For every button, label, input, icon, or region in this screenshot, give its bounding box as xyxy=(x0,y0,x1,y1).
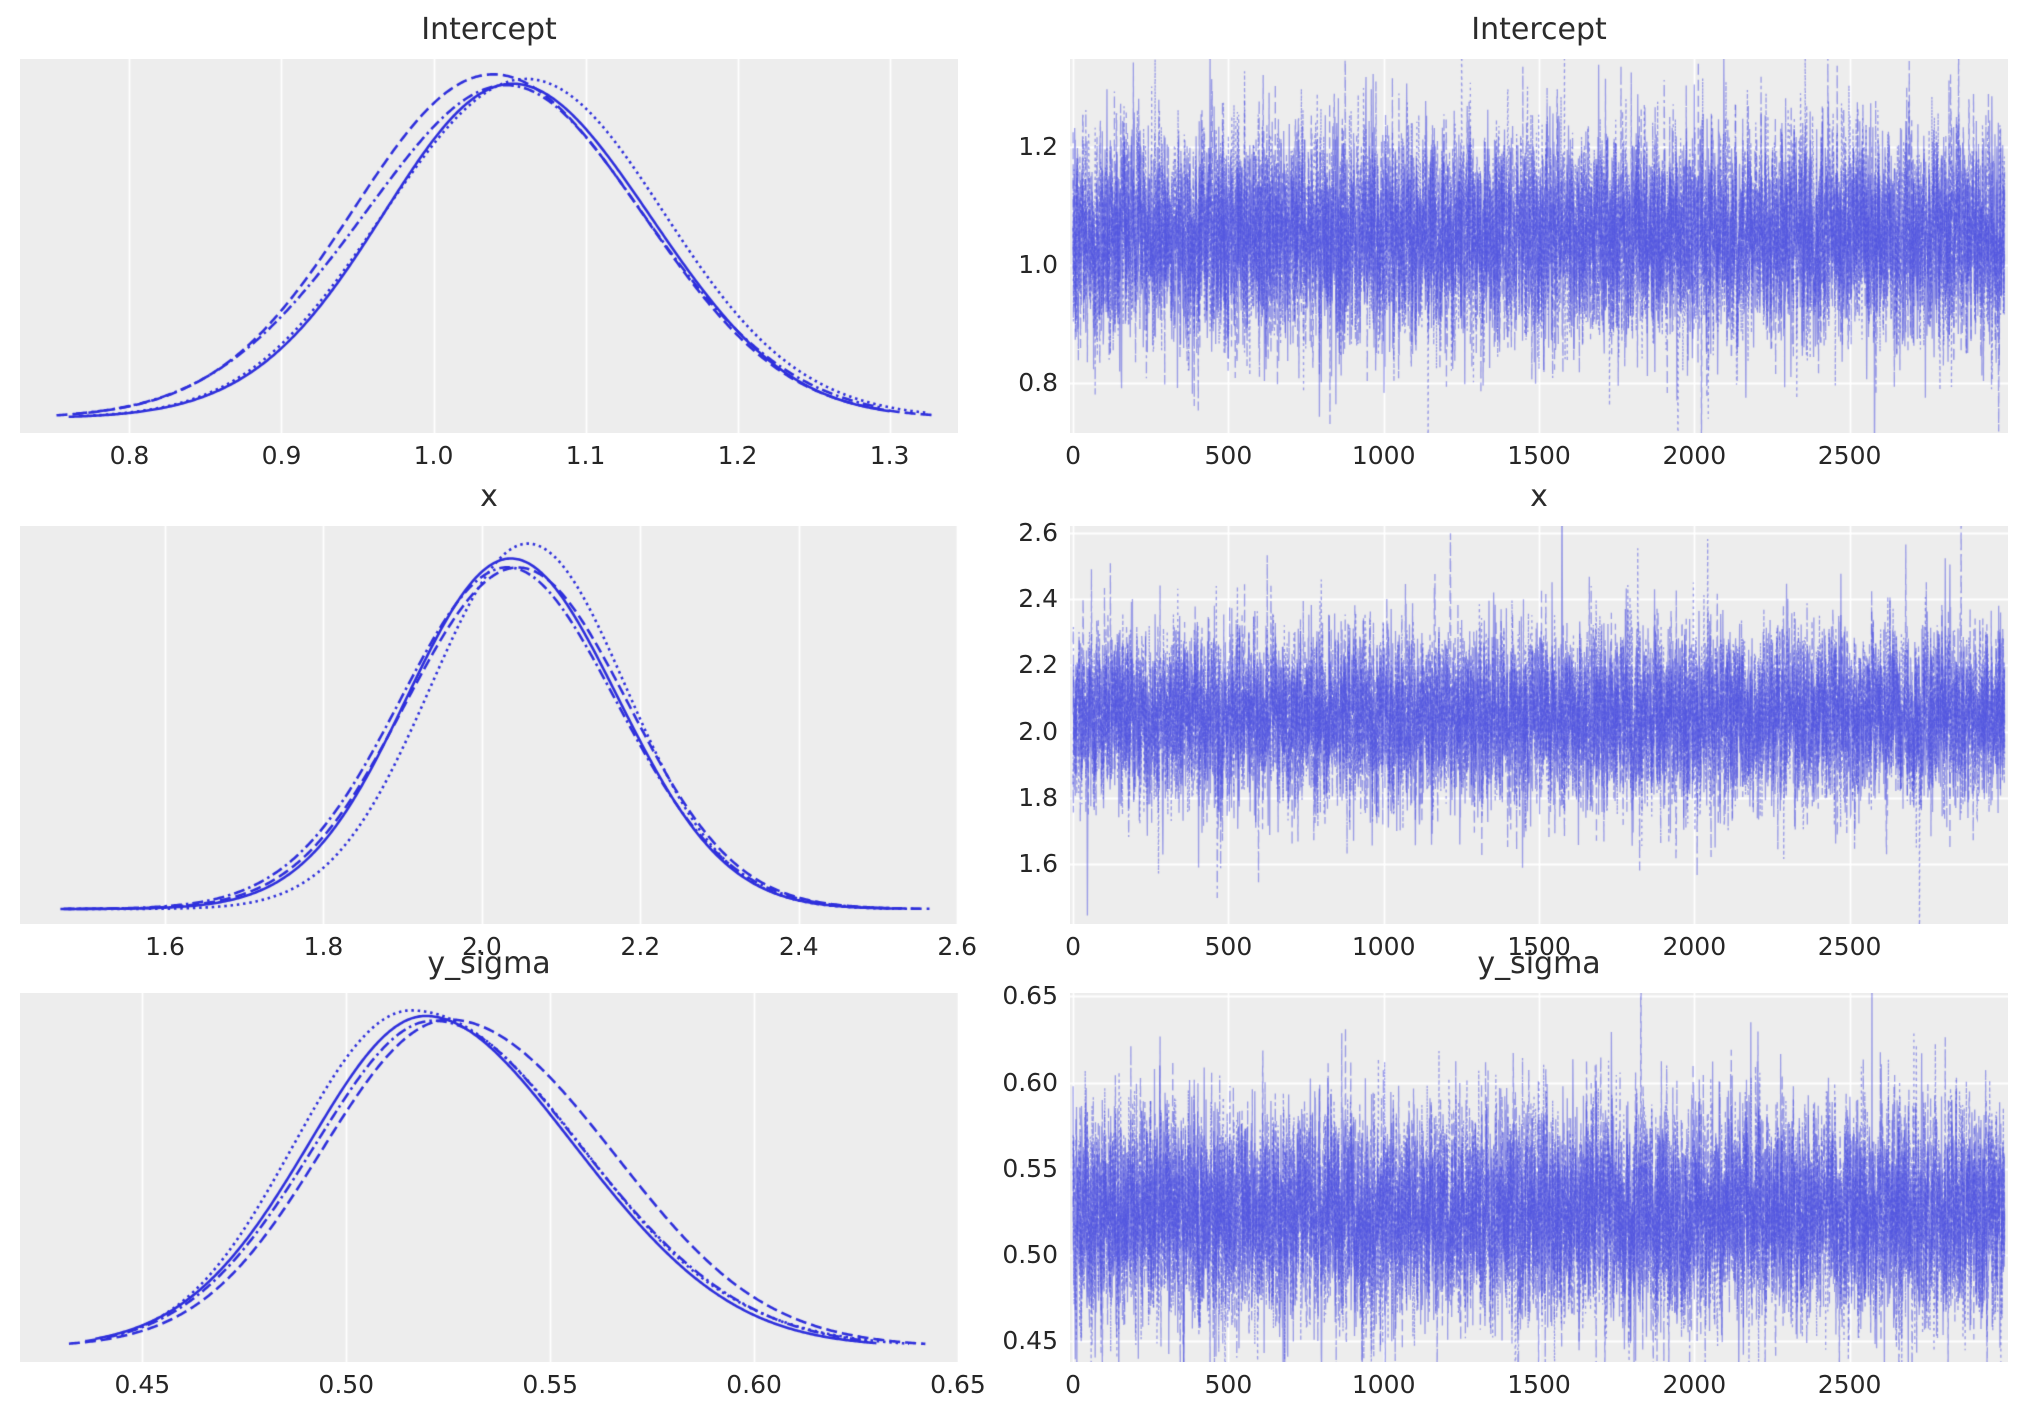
y-tick-label: 0.65 xyxy=(1002,981,1058,1011)
x-tick-label: 2.4 xyxy=(778,932,819,961)
kde-plot-intercept xyxy=(20,59,958,433)
x-tick-label: 0 xyxy=(1065,441,1082,470)
kde-plot-x xyxy=(20,526,958,924)
x-tick-label: 2.6 xyxy=(937,932,978,961)
x-tick-label: 2000 xyxy=(1662,441,1727,470)
panel-title-trace-y-sigma: y_sigma xyxy=(1477,946,1601,981)
y-tick-label: 1.2 xyxy=(1018,132,1058,162)
panel-title-kde-y-sigma: y_sigma xyxy=(427,946,551,981)
y-tick-label: 0.8 xyxy=(1018,367,1058,397)
y-tick-label: 0.60 xyxy=(1002,1067,1058,1097)
y-tick-label: 2.2 xyxy=(1018,650,1058,680)
x-tick-label: 2.0 xyxy=(461,932,502,961)
x-tick-label: 1.0 xyxy=(413,441,454,470)
y-tick-label: 1.0 xyxy=(1018,250,1058,280)
x-tick-label: 0.50 xyxy=(318,1370,375,1399)
trace-plot-y-sigma xyxy=(1070,993,2008,1362)
x-tick-label: 2500 xyxy=(1817,1370,1882,1399)
x-tick-label: 0 xyxy=(1065,932,1082,961)
kde-plot-y-sigma xyxy=(20,993,958,1362)
x-tick-label: 1.2 xyxy=(717,441,758,470)
y-tick-label: 1.8 xyxy=(1018,782,1058,812)
x-tick-label: 2.2 xyxy=(620,932,661,961)
trace-plot-intercept xyxy=(1070,59,2008,433)
y-tick-label: 2.4 xyxy=(1018,583,1058,613)
y-tick-label: 0.50 xyxy=(1002,1240,1058,1270)
x-tick-label: 0.55 xyxy=(522,1370,579,1399)
panel-title-kde-x: x xyxy=(480,479,498,514)
x-tick-label: 0.45 xyxy=(114,1370,171,1399)
x-tick-label: 1000 xyxy=(1351,932,1416,961)
x-tick-label: 500 xyxy=(1204,441,1253,470)
x-tick-label: 1.6 xyxy=(145,932,185,961)
x-tick-label: 0.9 xyxy=(261,441,302,470)
x-tick-label: 2500 xyxy=(1817,932,1882,961)
x-tick-label: 1500 xyxy=(1507,441,1571,470)
x-tick-label: 2000 xyxy=(1662,1370,1727,1399)
x-tick-label: 0 xyxy=(1065,1370,1082,1399)
panel-title-kde-intercept: Intercept xyxy=(421,12,557,47)
x-tick-label: 1.1 xyxy=(565,441,606,470)
y-tick-label: 2.6 xyxy=(1018,517,1058,547)
x-tick-label: 0.60 xyxy=(726,1370,782,1399)
x-tick-label: 0.8 xyxy=(109,441,150,470)
x-tick-label: 1000 xyxy=(1351,1370,1416,1399)
x-tick-label: 500 xyxy=(1204,932,1253,961)
y-tick-label: 1.6 xyxy=(1018,849,1058,879)
x-tick-label: 1.3 xyxy=(869,441,910,470)
x-tick-label: 2000 xyxy=(1662,932,1727,961)
x-tick-label: 1500 xyxy=(1507,1370,1571,1399)
panel-title-trace-x: x xyxy=(1530,479,1548,514)
y-tick-label: 0.55 xyxy=(1002,1153,1058,1183)
x-tick-label: 1.8 xyxy=(303,932,344,961)
x-tick-label: 0.65 xyxy=(930,1370,986,1399)
x-tick-label: 500 xyxy=(1204,1370,1253,1399)
panel-title-trace-intercept: Intercept xyxy=(1471,12,1607,47)
y-tick-label: 0.45 xyxy=(1002,1326,1058,1356)
x-tick-label: 2500 xyxy=(1817,441,1882,470)
y-tick-label: 2.0 xyxy=(1018,716,1058,746)
trace-plot-x xyxy=(1070,526,2008,924)
x-tick-label: 1500 xyxy=(1507,932,1571,961)
x-tick-label: 1000 xyxy=(1351,441,1416,470)
